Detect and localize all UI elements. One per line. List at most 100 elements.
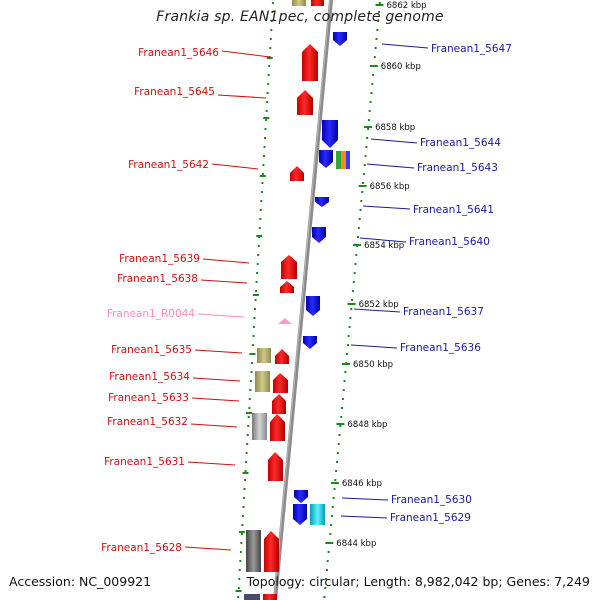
right-rail-dot [344, 371, 347, 373]
left-rail-dot [261, 182, 264, 184]
left-rail-dot [255, 281, 258, 283]
left-rail-dot [268, 65, 271, 67]
gene-label-right: Franean1_5644 [420, 137, 501, 149]
gene-label-left: Franean1_5646 [138, 47, 219, 59]
gene-label-right: Franean1_5637 [403, 306, 484, 318]
right-label-leader [359, 237, 407, 243]
gene-label-right: Franean1_5647 [431, 43, 512, 55]
left-rail-dot [251, 344, 254, 346]
scale-tick [375, 4, 384, 6]
gene-forward-5639 [281, 255, 297, 279]
right-rail-dot [377, 20, 380, 22]
left-rail-dot [263, 155, 265, 157]
right-label-leader [353, 308, 401, 313]
left-rail-dot [247, 425, 250, 427]
left-rail-dot [253, 326, 255, 328]
gene-reverse-5629 [293, 504, 307, 525]
left-rail-dot [262, 164, 265, 166]
gene-forward-5631 [268, 452, 283, 481]
left-label-leader [191, 397, 240, 402]
left-dotted-rail [235, 2, 274, 598]
right-label-leader [340, 515, 388, 519]
gene-cyan-5629 [310, 504, 325, 525]
genome-backbone-highlight [273, 0, 331, 600]
right-rail-dot [378, 2, 381, 4]
right-rail-dot [353, 272, 356, 274]
accession-text: Accession: NC_009921 [9, 574, 152, 589]
right-rail-dot [358, 218, 361, 220]
gene-forward-5635 [275, 349, 289, 364]
left-rail-dot [247, 416, 250, 418]
gene-label-left: Franean1_5639 [119, 253, 200, 265]
scale-tick-label: 6852 kbp [359, 300, 399, 310]
right-rail-dot [366, 137, 369, 139]
left-rail-dot [242, 515, 244, 517]
left-rail-dot [266, 92, 269, 94]
left-rail-dot [249, 389, 252, 391]
left-rail-dot [240, 542, 243, 544]
gene-label-left: Franean1_5635 [111, 344, 192, 356]
left-rail-dot [265, 110, 268, 112]
scale-tick [353, 244, 362, 246]
gene-dark-5628 [246, 530, 261, 572]
left-rail-dot [258, 227, 261, 229]
right-rail-dot [324, 587, 327, 589]
right-rail-dot [343, 380, 346, 382]
left-label-leader [211, 163, 259, 170]
left-rail-dot [242, 506, 245, 508]
left-rail-dot [259, 218, 262, 220]
left-rail-dot [270, 20, 273, 22]
left-rail-dot [245, 461, 248, 463]
right-rail-dot [360, 200, 363, 202]
gene-label-right: Franean1_5629 [390, 512, 471, 524]
left-rail-dot [263, 146, 266, 148]
left-rail-dot [238, 578, 241, 580]
left-rail-dot [237, 596, 240, 598]
left-label-leader [194, 349, 243, 354]
right-rail-dot [370, 92, 373, 94]
right-rail-dot [363, 164, 366, 166]
left-rail-dot [265, 119, 268, 121]
right-rail-dot [367, 119, 370, 121]
left-rail-dot [257, 254, 260, 256]
gene-forward-5645 [297, 90, 313, 115]
left-rail-dot [250, 362, 253, 364]
right-rail-dot [342, 389, 345, 391]
right-rail-dot [357, 236, 359, 238]
left-rail-dot [269, 47, 272, 49]
right-rail-dot [365, 146, 368, 148]
right-rail-dot [355, 254, 358, 256]
gene-forward-5642 [290, 166, 304, 181]
right-rail-dot [349, 317, 352, 319]
scale-tick [330, 482, 339, 484]
right-rail-dot [361, 191, 364, 193]
right-rail-dot [333, 488, 336, 490]
left-rail-tick [263, 117, 270, 119]
left-rail-tick [235, 590, 242, 592]
left-label-leader [217, 94, 267, 99]
right-rail-dot [334, 479, 337, 481]
right-rail-dot [368, 110, 371, 112]
left-rail-dot [266, 101, 269, 103]
left-label-leader [184, 546, 232, 551]
left-rail-tick [242, 472, 249, 474]
forward-strand-genes [244, 0, 324, 600]
scale-tick-label: 6860 kbp [381, 62, 421, 72]
right-rail-dot [339, 425, 342, 427]
right-rail-dot [346, 353, 349, 355]
scale-tick-label: 6862 kbp [387, 1, 427, 11]
scale-tick [364, 126, 373, 128]
genome-summary-text: Topology: circular; Length: 8,982,042 bp… [246, 574, 590, 589]
gene-forward-5638 [280, 281, 294, 293]
left-label-leader [190, 423, 238, 428]
right-rail-dot [346, 344, 349, 346]
right-rail-dot [351, 299, 354, 301]
right-rail-dot [326, 560, 329, 562]
gene-reverse-5643 [319, 150, 333, 168]
right-rail-dot [369, 101, 372, 103]
left-rail-tick [249, 353, 256, 355]
scale-tick [342, 363, 350, 365]
gene-label-right: Franean1_5643 [417, 162, 498, 174]
right-rail-dot [350, 308, 353, 310]
page-title: Frankia sp. EAN1pec, complete genome [156, 9, 444, 25]
